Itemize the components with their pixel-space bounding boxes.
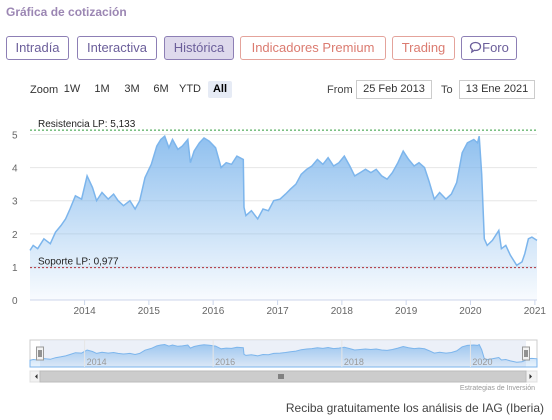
tab-interactiva[interactable]: Interactiva (77, 36, 157, 60)
to-date-input[interactable]: 13 Ene 2021 (459, 80, 535, 99)
tab-trading[interactable]: Trading (392, 36, 455, 60)
x-tick-label: 2014 (73, 306, 96, 317)
zoom-1w-button[interactable]: 1W (63, 83, 81, 95)
x-tick-label: 2017 (266, 306, 289, 317)
navigator-right-handle[interactable] (522, 346, 530, 361)
navigator-left-handle[interactable] (36, 346, 44, 361)
tab-label: Interactiva (87, 40, 147, 55)
x-tick-label: 2018 (331, 306, 354, 317)
x-tick-label: 2019 (395, 306, 418, 317)
tab-historica[interactable]: Histórica (164, 36, 234, 60)
speech-bubble-icon (469, 41, 482, 54)
tab-intradia[interactable]: Intradía (6, 36, 69, 60)
y-tick-label: 0 (12, 296, 18, 307)
navigator-x-label: 2014 (87, 357, 107, 367)
x-tick-label: 2015 (138, 306, 161, 317)
zoom-3m-button[interactable]: 3M (124, 83, 140, 95)
zoom-label: Zoom (30, 84, 59, 96)
zoom-6m-button[interactable]: 6M (153, 83, 169, 95)
tab-label: Trading (401, 40, 446, 55)
x-tick-label: 2021 (524, 306, 547, 317)
scroll-left-arrow-icon[interactable] (35, 374, 38, 379)
price-area (30, 136, 537, 300)
y-tick-label: 4 (12, 164, 18, 175)
tab-indicadores-premium[interactable]: Indicadores Premium (240, 36, 386, 60)
plot-line-label-support: Soporte LP: 0,977 (38, 257, 119, 268)
scroll-right-arrow-icon[interactable] (529, 374, 533, 379)
navigator-x-axis: 2014 2016 2018 2020 (84, 340, 492, 367)
plot-line-label-resistance: Resistencia LP: 5,133 (38, 119, 136, 130)
zoom-1m-button[interactable]: 1M (94, 83, 110, 95)
from-date-input[interactable]: 25 Feb 2013 (356, 80, 432, 99)
zoom-ytd-button[interactable]: YTD (179, 83, 201, 95)
price-line (29, 134, 538, 267)
navigator-x-label: 2020 (472, 357, 492, 367)
y-tick-label: 3 (12, 197, 18, 208)
y-axis: 0 1 2 3 4 5 (12, 131, 18, 307)
navigator-area (29, 343, 538, 368)
zoom-all-button[interactable]: All (208, 81, 232, 98)
scrollbar[interactable] (29, 370, 538, 383)
to-label: To (441, 84, 453, 96)
from-label: From (327, 84, 353, 96)
tab-label: Indicadores Premium (251, 40, 375, 55)
y-tick-label: 1 (12, 263, 18, 274)
x-axis: 2014 2015 2016 2017 2018 2019 2020 2021 (73, 300, 546, 317)
section-title: Gráfica de cotización (6, 5, 127, 19)
chart-credits[interactable]: Estrategias de Inversión (460, 385, 535, 392)
y-tick-label: 2 (12, 230, 18, 241)
x-tick-label: 2020 (459, 306, 482, 317)
footer-promo-link[interactable]: Reciba gratuitamente los análisis de IAG… (285, 401, 544, 415)
plot-lines: Resistencia LP: 5,133 Soporte LP: 0,977 (30, 119, 537, 269)
tab-label: Intradía (15, 40, 60, 55)
price-chart: 0 1 2 3 4 5 Resistencia LP: 5,133 Soporte LP: … (12, 119, 546, 392)
tab-label: Histórica (173, 40, 225, 55)
navigator-x-label: 2018 (344, 357, 364, 367)
y-tick-label: 5 (12, 131, 18, 142)
navigator[interactable]: 2014 2016 2018 2020 (29, 339, 538, 368)
tab-label: Foro (482, 40, 509, 55)
x-tick-label: 2016 (202, 306, 225, 317)
tab-foro[interactable]: Foro (461, 36, 517, 60)
navigator-x-label: 2016 (215, 357, 235, 367)
range-selector: Zoom 1W 1M 3M 6M YTD All From 25 Feb 201… (0, 80, 552, 100)
